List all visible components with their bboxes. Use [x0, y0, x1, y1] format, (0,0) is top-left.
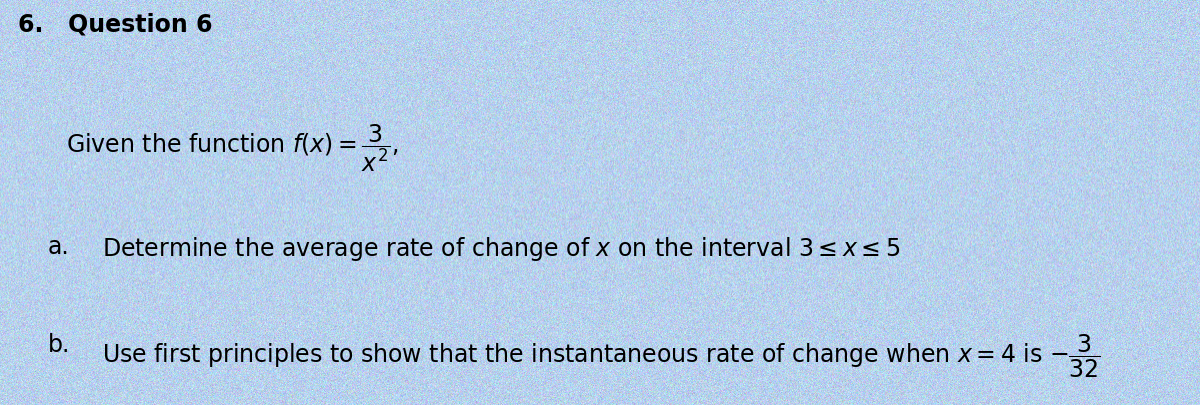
Text: Given the function $f(x) = \dfrac{3}{x^2},$: Given the function $f(x) = \dfrac{3}{x^2…	[66, 122, 398, 173]
Text: b.: b.	[48, 332, 71, 356]
Text: Determine the average rate of change of $x$ on the interval $3 \leq x \leq 5$: Determine the average rate of change of …	[102, 235, 900, 263]
Text: a.: a.	[48, 235, 70, 259]
Text: 6.   Question 6: 6. Question 6	[18, 12, 212, 36]
Text: Use first principles to show that the instantaneous rate of change when $x = 4$ : Use first principles to show that the in…	[102, 332, 1100, 379]
